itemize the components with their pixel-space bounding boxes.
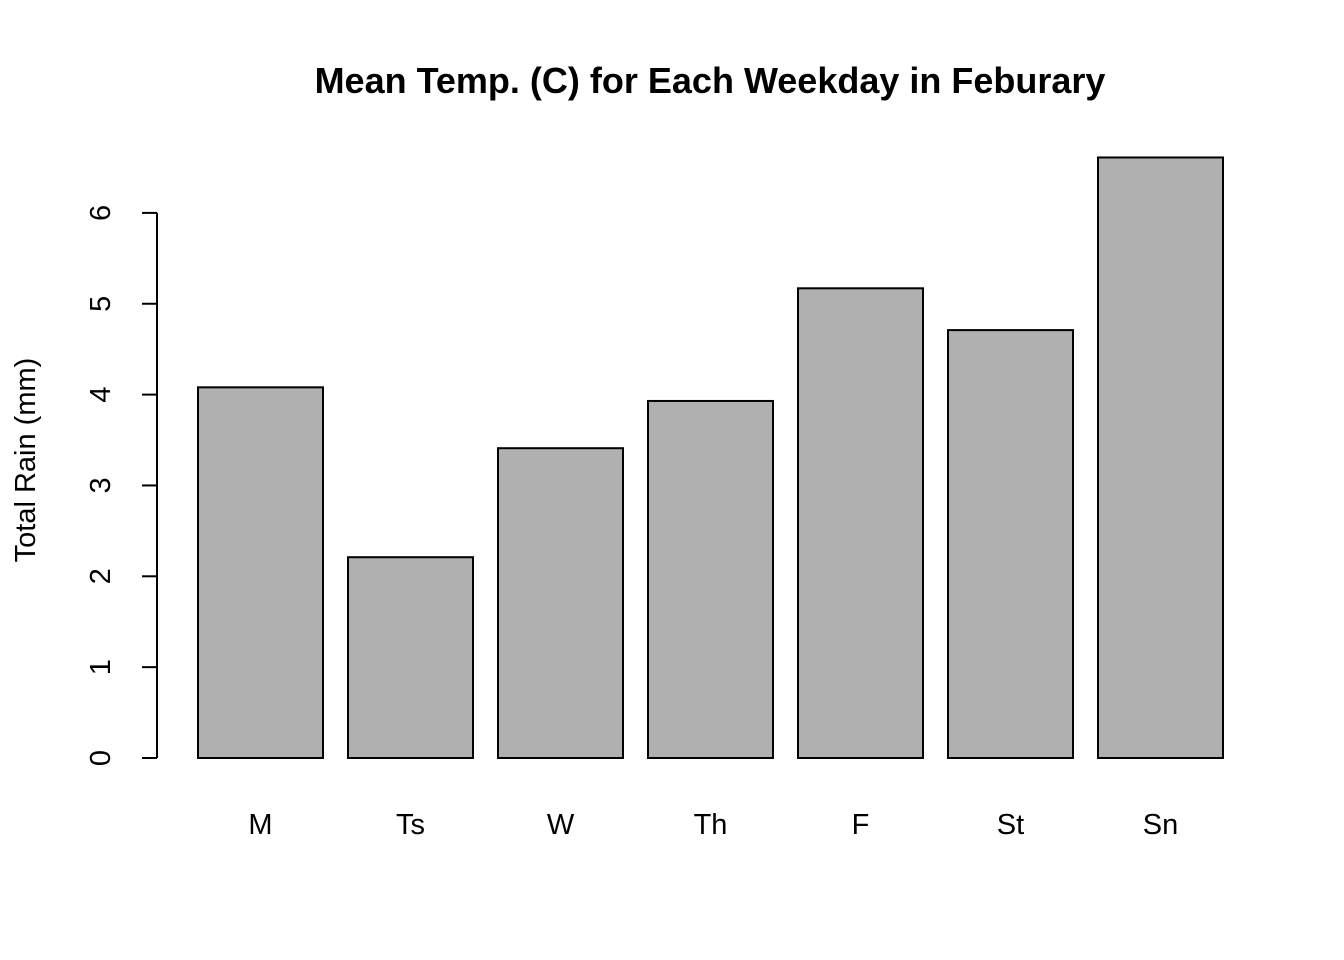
y-tick-label: 0: [85, 750, 117, 766]
x-tick-label: Sn: [1143, 809, 1178, 841]
bar-Sn: [1097, 156, 1224, 759]
x-axis-labels: M Ts W Th F St Sn: [248, 809, 1178, 841]
y-axis-label: Total Rain (mm): [10, 358, 42, 563]
x-tick-label: Th: [694, 809, 728, 841]
x-tick-label: W: [547, 809, 575, 841]
x-tick-label: St: [997, 809, 1024, 841]
bar-Th: [647, 399, 774, 759]
y-tick-label: 2: [85, 568, 117, 584]
y-tick-label: 1: [85, 659, 117, 675]
x-tick-label: Ts: [396, 809, 425, 841]
x-tick-label: M: [248, 809, 272, 841]
y-tick-label: 6: [85, 205, 117, 221]
chart-title: Mean Temp. (C) for Each Weekday in Febur…: [315, 60, 1106, 101]
bar-W: [497, 447, 624, 759]
y-tick-label: 5: [85, 296, 117, 312]
y-tick-label: 4: [85, 387, 117, 403]
y-axis: 0 1 2 3 4 5 6: [85, 205, 158, 766]
y-tick-label: 3: [85, 477, 117, 493]
bars: [197, 156, 1224, 759]
bar-M: [197, 386, 324, 759]
bar-Ts: [347, 556, 474, 759]
bar-F: [797, 287, 924, 759]
bar-St: [947, 329, 1074, 759]
x-tick-label: F: [852, 809, 870, 841]
